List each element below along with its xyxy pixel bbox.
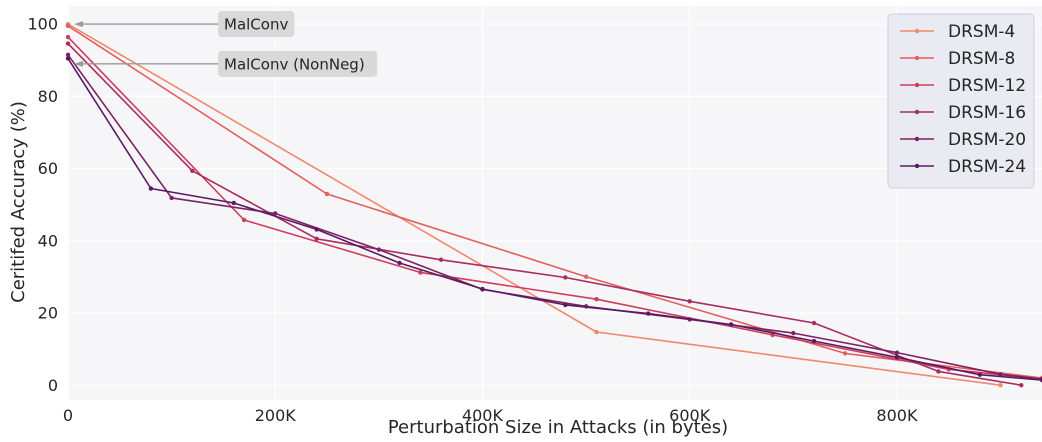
data-point-drsm-12: [594, 296, 599, 302]
legend-marker-drsm-24: [914, 163, 920, 169]
legend-marker-drsm-8: [914, 55, 920, 61]
data-point-drsm-16: [438, 257, 444, 262]
legend-marker-drsm-4: [914, 28, 920, 34]
data-point-drsm-16: [314, 236, 319, 241]
data-point-drsm-24: [148, 186, 154, 191]
data-point-drsm-24: [397, 260, 402, 266]
data-point-drsm-20: [998, 372, 1003, 377]
data-point-drsm-12: [418, 270, 423, 275]
data-point-drsm-24: [894, 355, 900, 360]
data-point-drsm-12: [65, 34, 71, 40]
data-point-drsm-12: [241, 217, 247, 223]
annotation-arrowhead-malconv: [74, 21, 83, 28]
data-point-drsm-4: [998, 382, 1003, 388]
y-tick-label: 20: [38, 304, 58, 323]
data-point-drsm-20: [894, 350, 900, 355]
legend-label-drsm-8: DRSM-8: [948, 49, 1015, 69]
data-point-drsm-24: [231, 200, 236, 206]
legend-marker-drsm-20: [914, 136, 920, 142]
data-point-drsm-4: [594, 329, 599, 335]
annotation-box-malconv-nonneg-: [218, 50, 378, 77]
x-tick-label: 200K: [255, 406, 297, 425]
data-point-drsm-24: [728, 322, 734, 327]
data-point-drsm-16: [65, 41, 71, 46]
data-point-drsm-20: [273, 211, 278, 216]
data-point-drsm-16: [687, 299, 692, 304]
y-tick-label: 0: [48, 376, 58, 395]
y-tick-label: 60: [38, 159, 58, 178]
x-tick-label: 400K: [462, 406, 504, 425]
annotation-label-malconv-nonneg-: MalConv (NonNeg): [224, 55, 365, 73]
data-point-drsm-20: [65, 52, 71, 57]
annotation-arrowhead-malconv-nonneg-: [74, 60, 83, 67]
legend-marker-drsm-12: [914, 82, 920, 88]
data-point-drsm-16: [563, 275, 568, 280]
legend-label-drsm-24: DRSM-24: [948, 157, 1026, 177]
data-point-drsm-8: [842, 351, 848, 356]
data-point-drsm-8: [583, 274, 589, 279]
data-point-drsm-20: [376, 247, 382, 252]
data-point-drsm-24: [646, 311, 651, 316]
data-point-drsm-16: [1019, 382, 1024, 388]
data-point-drsm-24: [65, 56, 71, 61]
legend-marker-drsm-16: [914, 109, 920, 115]
legend-label-drsm-4: DRSM-4: [948, 22, 1015, 42]
data-point-drsm-20: [169, 195, 174, 201]
data-point-drsm-16: [936, 369, 941, 374]
y-tick-label: 100: [27, 15, 58, 34]
x-tick-label: 800K: [876, 406, 918, 425]
x-axis-label: Perturbation Size in Attacks (in bytes): [388, 417, 728, 438]
data-point-drsm-24: [811, 338, 817, 344]
data-point-drsm-24: [314, 227, 319, 232]
legend-label-drsm-12: DRSM-12: [948, 76, 1026, 96]
annotation-label-malconv: MalConv: [224, 16, 288, 34]
data-point-drsm-24: [977, 372, 983, 377]
y-axis-label: Ceritifed Accuracy (%): [8, 101, 29, 303]
data-point-drsm-20: [791, 330, 796, 336]
x-tick-label: 600K: [669, 406, 711, 425]
data-point-drsm-16: [811, 320, 817, 326]
annotation-box-malconv: [218, 11, 295, 38]
y-tick-label: 40: [38, 231, 58, 250]
data-point-drsm-16: [190, 168, 195, 174]
y-tick-label: 80: [38, 87, 58, 106]
data-point-drsm-24: [1039, 377, 1042, 383]
data-point-drsm-24: [480, 286, 485, 292]
data-point-drsm-24: [563, 302, 568, 308]
legend-label-drsm-16: DRSM-16: [948, 103, 1026, 123]
x-tick-label: 0: [63, 406, 73, 425]
data-point-drsm-8: [324, 191, 330, 197]
legend-label-drsm-20: DRSM-20: [948, 130, 1026, 150]
data-point-drsm-8: [65, 23, 71, 29]
